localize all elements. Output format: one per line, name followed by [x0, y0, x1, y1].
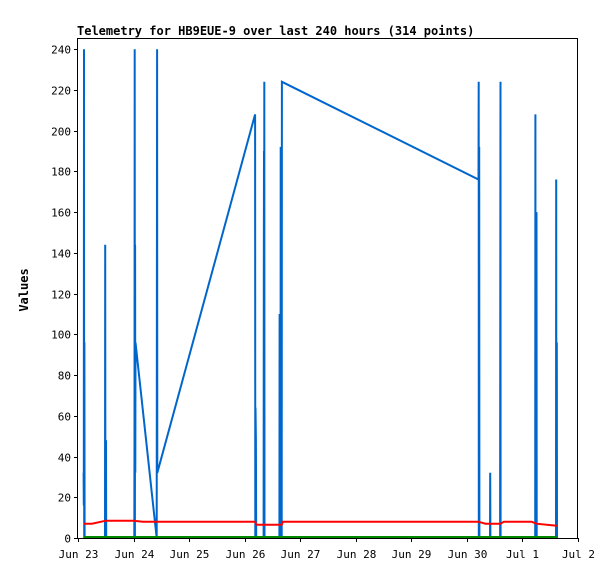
series-line-1: [82, 49, 558, 539]
y-tick-label: 100: [51, 329, 71, 342]
x-tick-label: Jun 30: [448, 548, 488, 561]
series-line-2: [83, 519, 557, 527]
x-tick-label: Jun 29: [392, 548, 432, 561]
y-tick-label: 120: [51, 289, 71, 302]
x-tick-label: Jun 28: [337, 548, 377, 561]
x-tick-label: Jun 25: [170, 548, 210, 561]
y-tick-label: 20: [58, 492, 71, 505]
y-tick-label: 240: [51, 44, 71, 57]
series-layer: [82, 49, 558, 539]
y-tick-label: 40: [58, 452, 71, 465]
y-tick-label: 60: [58, 411, 71, 424]
y-tick-label: 200: [51, 126, 71, 139]
y-axis-ticks: 0 20 40 60 80 100 120 140 160 180 200 220 240: [51, 44, 78, 546]
y-tick-label: 0: [64, 533, 71, 546]
y-tick-label: 180: [51, 166, 71, 179]
x-tick-label: Jun 26: [226, 548, 266, 561]
x-tick-label: Jun 24: [115, 548, 155, 561]
x-tick-label: Jun 23: [59, 548, 99, 561]
chart-title: Telemetry for HB9EUE-9 over last 240 hou…: [77, 24, 475, 38]
x-tick-label: Jul 1: [506, 548, 539, 561]
y-tick-label: 140: [51, 248, 71, 261]
y-tick-label: 160: [51, 207, 71, 220]
x-tick-label: Jun 27: [281, 548, 321, 561]
plot-frame: [77, 38, 578, 539]
y-tick-label: 220: [51, 85, 71, 98]
x-tick-label: Jul 2: [562, 548, 595, 561]
x-axis-ticks: Jun 23 Jun 24 Jun 25 Jun 26 Jun 27 Jun 28 Jun …: [59, 538, 595, 561]
y-tick-label: 80: [58, 370, 71, 383]
